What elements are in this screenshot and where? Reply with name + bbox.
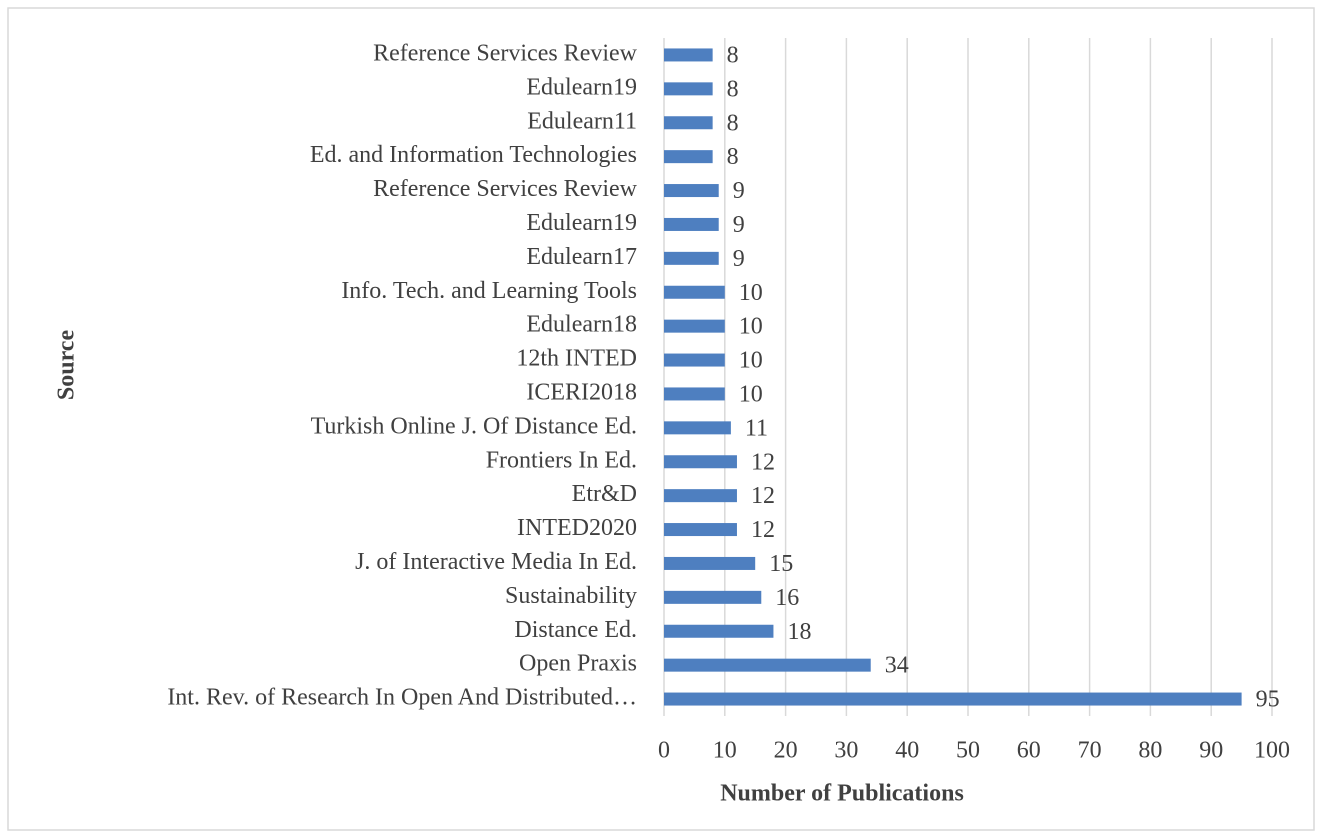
data-label: 12 [751,483,775,509]
bar [664,387,725,401]
bar [664,658,871,672]
bar [664,590,762,604]
y-tick-label: Distance Ed. [514,617,637,643]
y-tick-label: Sustainability [505,583,637,609]
y-axis-title: Source [54,330,80,401]
bar [664,353,725,367]
bar [664,455,737,469]
bar [664,184,719,198]
y-tick-label: Turkish Online J. Of Distance Ed. [311,413,637,439]
y-tick-label: Etr&D [572,481,637,507]
data-label: 12 [751,517,775,543]
x-tick-label: 50 [956,738,980,764]
y-tick-label: Edulearn17 [526,244,637,270]
data-label: 15 [769,551,793,577]
x-tick-label: 60 [1017,738,1041,764]
bar [664,285,725,299]
bar [664,150,713,164]
bar [664,319,725,333]
x-tick-label: 100 [1254,738,1290,764]
bar [664,421,731,435]
y-tick-label: INTED2020 [517,515,637,541]
data-label: 9 [733,212,745,238]
bar [664,48,713,62]
x-tick-label: 20 [774,738,798,764]
data-label: 8 [727,76,739,102]
y-tick-label: J. of Interactive Media In Ed. [355,549,637,575]
bar [664,624,774,638]
data-label: 11 [745,415,768,441]
x-tick-label: 70 [1078,738,1102,764]
y-tick-label: Info. Tech. and Learning Tools [341,278,637,304]
y-tick-label: Edulearn19 [526,210,637,236]
bar [664,489,737,503]
data-label: 34 [885,653,909,679]
x-tick-label: 80 [1138,738,1162,764]
y-tick-label: Edulearn19 [526,74,637,100]
y-tick-label: ICERI2018 [526,379,637,405]
data-label: 10 [739,348,763,374]
y-tick-label: Edulearn11 [527,108,637,134]
data-label: 18 [787,619,811,645]
bar [664,556,756,570]
y-tick-label: Reference Services Review [373,176,638,202]
data-label: 10 [739,280,763,306]
x-tick-label: 10 [713,738,737,764]
data-label: 9 [733,246,745,272]
x-tick-label: 90 [1199,738,1223,764]
y-tick-label: 12th INTED [516,346,637,372]
x-tick-label: 30 [834,738,858,764]
bar [664,82,713,96]
y-tick-label: Ed. and Information Technologies [310,142,637,168]
data-label: 12 [751,449,775,475]
bar [664,251,719,265]
x-tick-label: 40 [895,738,919,764]
data-label: 8 [727,110,739,136]
y-tick-label: Frontiers In Ed. [486,447,637,473]
data-label: 9 [733,178,745,204]
data-label: 10 [739,381,763,407]
bar [664,217,719,231]
y-tick-label: Reference Services Review [373,40,638,66]
bar [664,116,713,130]
x-tick-label: 0 [658,738,670,764]
data-label: 95 [1256,687,1280,713]
data-label: 8 [727,42,739,68]
y-tick-label: Open Praxis [519,651,637,677]
data-label: 8 [727,144,739,170]
y-tick-label: Edulearn18 [526,312,637,338]
bar [664,523,737,537]
x-axis-title: Number of Publications [720,781,964,807]
y-tick-label: Int. Rev. of Research In Open And Distri… [167,685,637,711]
data-label: 10 [739,314,763,340]
data-label: 16 [775,585,799,611]
bar [664,692,1242,706]
